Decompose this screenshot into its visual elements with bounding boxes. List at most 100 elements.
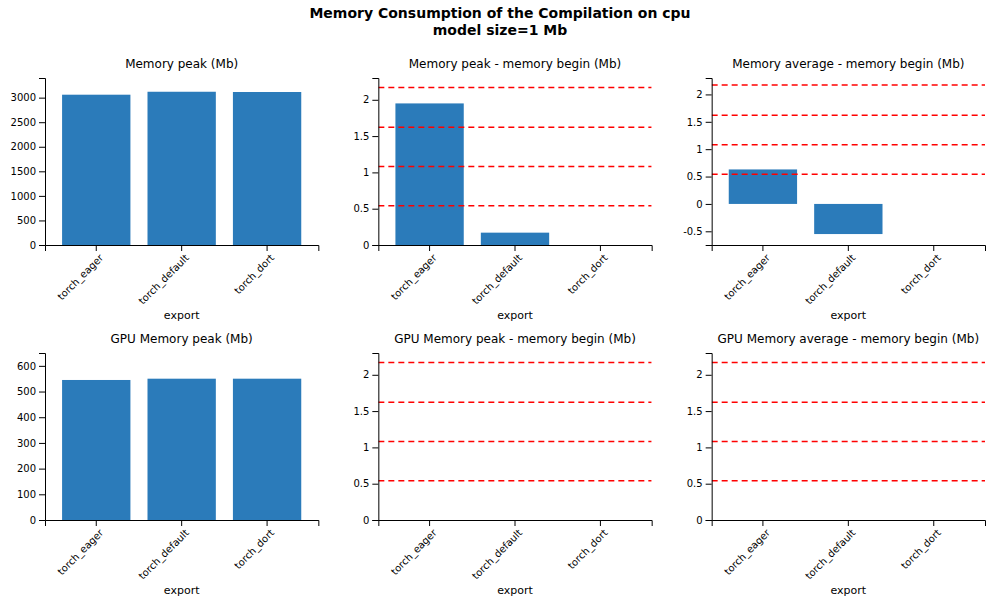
bar (729, 520, 797, 521)
y-tick: 2 (696, 89, 711, 100)
x-tick-mark (267, 245, 268, 251)
figure-title-line: model size=1 Mb (433, 22, 567, 38)
y-tick-label: 1.5 (353, 406, 369, 417)
y-tick-mark (372, 447, 378, 448)
y-tick-label: 0 (363, 240, 369, 251)
x-tick: torch_eager (722, 245, 773, 303)
y-tick: 2 (363, 369, 378, 380)
y-tick: 2 (363, 94, 378, 105)
bar (900, 203, 968, 204)
x-tick-label: torch_default (136, 252, 191, 307)
y-tick: 1 (696, 144, 711, 155)
reference-line (712, 402, 985, 404)
y-tick: 500 (17, 386, 45, 397)
x-tick: torch_dort (566, 245, 611, 297)
y-tick-mark (706, 520, 712, 521)
reference-line (378, 362, 651, 364)
reference-line (712, 480, 985, 482)
subplot: 050010001500200025003000torch_eagertorch… (11, 57, 319, 322)
y-tick-mark (372, 209, 378, 210)
y-tick-label: 0 (696, 199, 702, 210)
y-tick: 0.5 (687, 171, 712, 182)
x-tick-label: torch_eager (55, 251, 106, 302)
x-axis-line (379, 521, 652, 527)
y-axis-line (39, 354, 46, 521)
y-tick: 2 (696, 369, 711, 380)
plot-area (62, 92, 301, 245)
x-tick-label: torch_eager (722, 526, 773, 577)
y-tick-label: 0.5 (687, 478, 703, 489)
x-tick-mark (762, 520, 763, 526)
plot-area (378, 87, 651, 245)
y-axis-line (372, 354, 379, 521)
y-tick: 0 (696, 515, 711, 526)
y-tick: 300 (17, 438, 45, 449)
y-tick-label: 0 (363, 515, 369, 526)
y-tick-label: 1 (363, 442, 369, 453)
y-axis: 050010001500200025003000 (11, 79, 46, 251)
bar (814, 520, 882, 521)
x-tick-label: torch_dort (232, 527, 277, 572)
x-tick-label: torch_default (803, 252, 858, 307)
x-tick-label: torch_dort (899, 252, 944, 297)
x-axis-line (712, 246, 985, 252)
x-tick-label: torch_eager (722, 251, 773, 302)
y-tick-label: 1.5 (353, 131, 369, 142)
y-tick-mark (39, 417, 45, 418)
y-axis-line (372, 79, 379, 246)
y-tick: 0 (363, 240, 378, 251)
reference-line (378, 480, 651, 482)
y-axis: 00.511.52 (353, 79, 378, 251)
y-tick: 1500 (11, 166, 45, 177)
y-tick-mark (706, 447, 712, 448)
y-tick-label: 100 (17, 489, 36, 500)
x-tick-mark (515, 245, 516, 251)
subplot: 0100200300400500600torch_eagertorch_defa… (17, 332, 319, 597)
x-tick-mark (429, 520, 430, 526)
bar (900, 520, 968, 521)
chart-root: Memory Consumption of the Compilation on… (0, 0, 1000, 600)
y-tick-label: 1 (696, 442, 702, 453)
bar (62, 95, 130, 245)
x-tick-label: torch_dort (232, 252, 277, 297)
y-tick: 0 (696, 199, 711, 210)
x-tick: torch_default (803, 520, 858, 582)
y-tick-label: 0 (30, 515, 36, 526)
x-tick: torch_dort (899, 245, 944, 297)
y-tick-label: 400 (17, 412, 36, 423)
y-tick: 0 (30, 240, 45, 251)
x-tick-mark (96, 520, 97, 526)
y-tick-mark (372, 484, 378, 485)
y-tick: 1 (696, 442, 711, 453)
y-tick-mark (39, 196, 45, 197)
x-tick-label: torch_default (470, 252, 525, 307)
y-tick-mark (39, 443, 45, 444)
y-tick-label: 1.5 (687, 117, 703, 128)
x-tick-mark (181, 520, 182, 526)
x-tick: torch_eager (722, 520, 773, 578)
bar (814, 204, 882, 234)
x-axis-title: export (164, 584, 200, 597)
y-tick-label: 0 (30, 240, 36, 251)
y-tick: 1.5 (687, 117, 712, 128)
y-tick: 0.5 (353, 203, 378, 214)
bar (233, 379, 301, 520)
reference-line (712, 84, 985, 86)
subplot: 00.511.52torch_eagertorch_defaulttorch_d… (353, 57, 652, 322)
subplot-title: GPU Memory average - memory begin (Mb) (718, 332, 980, 346)
y-tick-mark (706, 484, 712, 485)
subplot-title: GPU Memory peak (Mb) (111, 332, 253, 346)
y-tick-mark (706, 411, 712, 412)
y-axis: 00.511.52 (687, 354, 712, 526)
x-axis-line (712, 521, 985, 527)
bar (395, 520, 463, 521)
subplot-title: Memory peak (Mb) (125, 57, 238, 71)
x-tick-label: torch_default (803, 527, 858, 582)
y-tick-label: 2 (363, 369, 369, 380)
y-tick-mark (39, 245, 45, 246)
subplot: 00.511.52torch_eagertorch_defaulttorch_d… (353, 332, 652, 597)
x-tick-mark (181, 245, 182, 251)
y-tick: 3000 (11, 92, 45, 103)
x-tick-label: torch_default (470, 527, 525, 582)
reference-line (378, 441, 651, 443)
